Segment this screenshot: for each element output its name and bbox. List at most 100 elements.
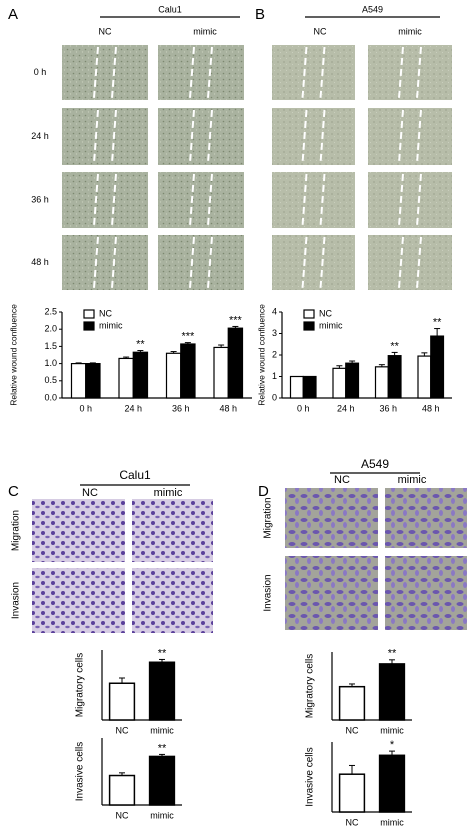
micrograph (368, 235, 452, 290)
bar (378, 754, 406, 813)
y-tick-label: 0.0 (44, 392, 57, 402)
bar (338, 773, 366, 813)
bar (430, 335, 445, 399)
x-tick-label: 24 h (337, 403, 355, 413)
wound-edge (189, 236, 195, 289)
bar (387, 355, 402, 399)
wound-edge (93, 236, 99, 289)
micrograph (368, 172, 452, 228)
wound-edge (301, 236, 308, 289)
y-axis-label: Migratory cells (305, 654, 316, 718)
column-label: NC (314, 26, 327, 36)
y-axis-label: Migratory cells (75, 653, 86, 717)
column-label: NC (82, 487, 98, 499)
wound-edge (301, 173, 308, 227)
wound-edge (93, 109, 99, 164)
wound-edge (416, 236, 422, 289)
bar (85, 363, 101, 399)
cell-line: A549 (361, 457, 389, 471)
bar (108, 774, 136, 806)
y-tick-label: 2 (272, 349, 277, 359)
bar (148, 755, 176, 806)
x-tick-label: mimic (150, 810, 174, 820)
bar (132, 351, 149, 399)
micrograph (158, 235, 244, 290)
cell-line: A549 (362, 4, 383, 14)
y-axis-label: Invasive cells (305, 747, 316, 806)
y-tick-label: 4 (272, 306, 277, 316)
bar (338, 685, 366, 721)
panel-letter: C (8, 483, 19, 500)
x-tick-label: 0 h (79, 403, 92, 413)
panel-letter: A (8, 6, 18, 23)
x-tick-label: NC (346, 725, 359, 735)
wound-edge (301, 109, 308, 164)
significance: *** (229, 314, 243, 326)
x-tick-label: 0 h (297, 403, 310, 413)
micrograph (158, 172, 244, 228)
x-tick-label: mimic (150, 725, 174, 735)
row-label: Invasion (11, 582, 22, 619)
micrograph (385, 488, 467, 548)
wound-edge (398, 109, 404, 164)
legend-swatch (83, 321, 95, 331)
panel-letter: D (258, 483, 269, 500)
bar (289, 375, 304, 399)
micrograph (158, 108, 244, 165)
micrograph (285, 488, 378, 548)
column-label: mimic (154, 487, 183, 499)
cell-line: Calu1 (158, 4, 182, 14)
row-label: 0 h (34, 67, 47, 77)
x-tick-label: NC (346, 817, 359, 827)
wound-edge (398, 173, 404, 227)
micrograph (158, 45, 244, 100)
bar (345, 362, 360, 399)
wound-edge (319, 46, 326, 99)
row-label: Migration (11, 510, 22, 551)
x-tick-label: 48 h (219, 403, 237, 413)
row-label: 36 h (31, 194, 49, 204)
significance: ** (388, 648, 397, 660)
micrograph (132, 568, 213, 633)
micrograph (62, 172, 148, 228)
bar (148, 661, 176, 721)
x-tick-label: NC (116, 725, 129, 735)
wound-edge (319, 173, 326, 227)
wound-edge (207, 109, 213, 164)
wound-edge (416, 173, 422, 227)
x-tick-label: 36 h (379, 403, 397, 413)
row-label: Invasion (263, 574, 274, 611)
y-axis-label: Relative wound confluence (256, 304, 266, 406)
bar (165, 352, 182, 399)
y-tick-label: 0 (272, 392, 277, 402)
wound-edge (111, 173, 117, 227)
bar (417, 355, 432, 399)
wound-edge (319, 236, 326, 289)
row-label: 48 h (31, 257, 49, 267)
wound-edge (111, 236, 117, 289)
column-label: mimic (193, 26, 217, 36)
column-label: NC (334, 474, 350, 486)
micrograph (385, 556, 467, 630)
micrograph (62, 108, 148, 165)
wound-edge (93, 46, 99, 99)
x-tick-label: 36 h (172, 403, 190, 413)
wound-edge (207, 173, 213, 227)
bar (180, 343, 196, 399)
bar (374, 366, 389, 399)
legend-label: mimic (99, 320, 123, 330)
significance: ** (433, 316, 442, 328)
micrograph (368, 45, 452, 100)
significance: ** (136, 338, 145, 350)
significance: * (390, 739, 395, 751)
wound-edge (398, 46, 404, 99)
bar (332, 367, 347, 399)
bar (213, 346, 229, 399)
bar (378, 663, 406, 721)
wound-edge (319, 109, 326, 164)
wound-edge (416, 109, 422, 164)
legend-swatch (83, 309, 95, 319)
micrograph (272, 172, 355, 228)
y-tick-label: 0.5 (44, 375, 57, 385)
micrograph (272, 235, 355, 290)
